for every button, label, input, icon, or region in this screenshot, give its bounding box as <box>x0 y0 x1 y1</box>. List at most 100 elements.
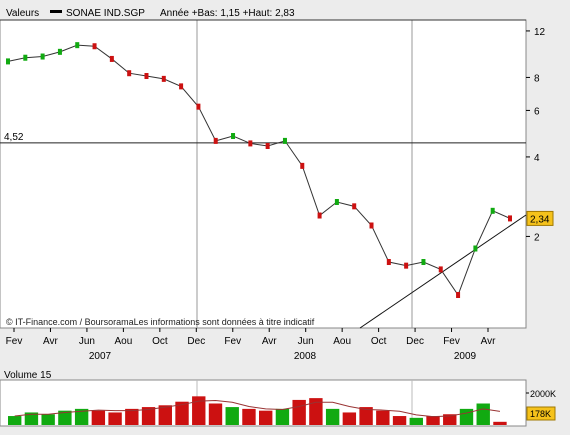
month-label: Oct <box>152 336 168 347</box>
price-y-axis: 2 4 6 8 12 <box>526 27 546 243</box>
volume-last-label: 178K <box>530 409 551 419</box>
price-point <box>40 53 45 60</box>
volume-bar <box>426 416 440 425</box>
price-point <box>438 266 443 273</box>
header-series: SONAE IND.SGP <box>66 8 145 19</box>
month-label: Jun <box>79 336 95 347</box>
month-label: Aou <box>333 336 351 347</box>
reference-line-label: 4,52 <box>4 132 24 143</box>
volume-bar <box>292 399 306 425</box>
volume-bar <box>493 421 507 425</box>
price-point <box>23 54 28 61</box>
price-point <box>144 73 149 80</box>
y-tick-label: 6 <box>534 106 540 117</box>
y-tick-label: 12 <box>534 27 546 38</box>
volume-bar <box>459 408 474 425</box>
volume-bar <box>74 408 89 425</box>
price-point <box>57 48 62 55</box>
volume-bar <box>443 414 457 425</box>
volume-bar <box>325 408 340 425</box>
price-point <box>508 215 512 222</box>
month-label: Avr <box>43 336 58 347</box>
price-point <box>317 212 322 219</box>
volume-last-badge <box>526 406 556 421</box>
price-point <box>6 58 10 65</box>
chart-header: Valeurs SONAE IND.SGP Année +Bas: 1,15 +… <box>6 8 295 19</box>
month-label: Dec <box>406 336 424 347</box>
volume-label: Volume 15 <box>4 370 52 381</box>
month-label: Fev <box>224 336 241 347</box>
volume-bar <box>259 410 273 425</box>
price-point <box>109 55 114 62</box>
price-panel <box>0 19 527 329</box>
volume-bar <box>409 417 423 425</box>
month-label: Fev <box>443 336 460 347</box>
volume-bar <box>41 414 55 425</box>
volume-bar <box>141 407 156 425</box>
month-label: Fev <box>6 336 23 347</box>
y-tick-label: 2 <box>534 232 540 243</box>
volume-bar <box>108 412 122 425</box>
volume-bar <box>376 410 390 425</box>
year-label: 2007 <box>89 351 112 362</box>
price-point <box>352 203 357 210</box>
price-point <box>248 140 253 147</box>
price-point <box>369 222 374 229</box>
month-label: Jun <box>298 336 314 347</box>
y-tick-label: 4 <box>534 153 540 164</box>
volume-bar <box>309 398 323 425</box>
price-point <box>490 207 495 214</box>
volume-bar <box>342 412 357 425</box>
price-point <box>179 83 184 90</box>
volume-bar <box>242 408 256 425</box>
last-value-badge <box>526 210 554 226</box>
month-label: Avr <box>262 336 277 347</box>
header-range: Année +Bas: 1,15 +Haut: 2,83 <box>160 8 295 19</box>
month-label: Oct <box>371 336 387 347</box>
volume-bar <box>175 401 189 425</box>
price-series <box>6 42 512 299</box>
volume-average-line <box>14 400 501 418</box>
price-point <box>75 42 80 49</box>
month-label: Dec <box>187 336 205 347</box>
price-point <box>404 262 409 269</box>
price-point <box>456 292 461 299</box>
price-point <box>213 137 218 144</box>
price-point <box>92 43 97 50</box>
volume-bar <box>359 407 373 425</box>
volume-series <box>8 396 507 425</box>
trend-line <box>359 214 527 329</box>
price-line <box>7 44 511 297</box>
price-point <box>196 103 201 110</box>
volume-bar <box>392 416 407 425</box>
last-value-label: 2,34 <box>530 214 550 225</box>
volume-bar <box>24 412 39 425</box>
volume-bar <box>208 403 223 425</box>
legend-swatch <box>50 10 62 13</box>
volume-bar <box>275 408 290 425</box>
price-point <box>231 133 236 140</box>
credit-text: © IT-Finance.com / BoursoramaLes informa… <box>6 317 315 327</box>
price-point <box>127 70 132 77</box>
price-point <box>300 162 305 169</box>
month-label: Avr <box>481 336 496 347</box>
volume-bar <box>158 405 172 425</box>
y-tick-label: 8 <box>534 73 540 84</box>
volume-bar <box>476 403 490 425</box>
volume-bar <box>58 410 72 425</box>
volume-bar <box>8 416 22 425</box>
year-label: 2008 <box>294 351 317 362</box>
volume-bar <box>225 407 239 425</box>
price-point <box>161 75 166 82</box>
price-point <box>265 142 270 149</box>
volume-bar <box>91 410 106 425</box>
month-label: Aou <box>114 336 132 347</box>
x-axis: Fev Avr Jun Aou Oct Dec Fev Avr Jun Aou Oct Dec Fev A… <box>6 328 496 362</box>
year-label: 2009 <box>454 351 477 362</box>
volume-bar <box>192 396 206 425</box>
price-point <box>421 259 426 266</box>
volume-bar <box>125 408 139 425</box>
volume-axis-label: 2000K <box>530 389 556 399</box>
